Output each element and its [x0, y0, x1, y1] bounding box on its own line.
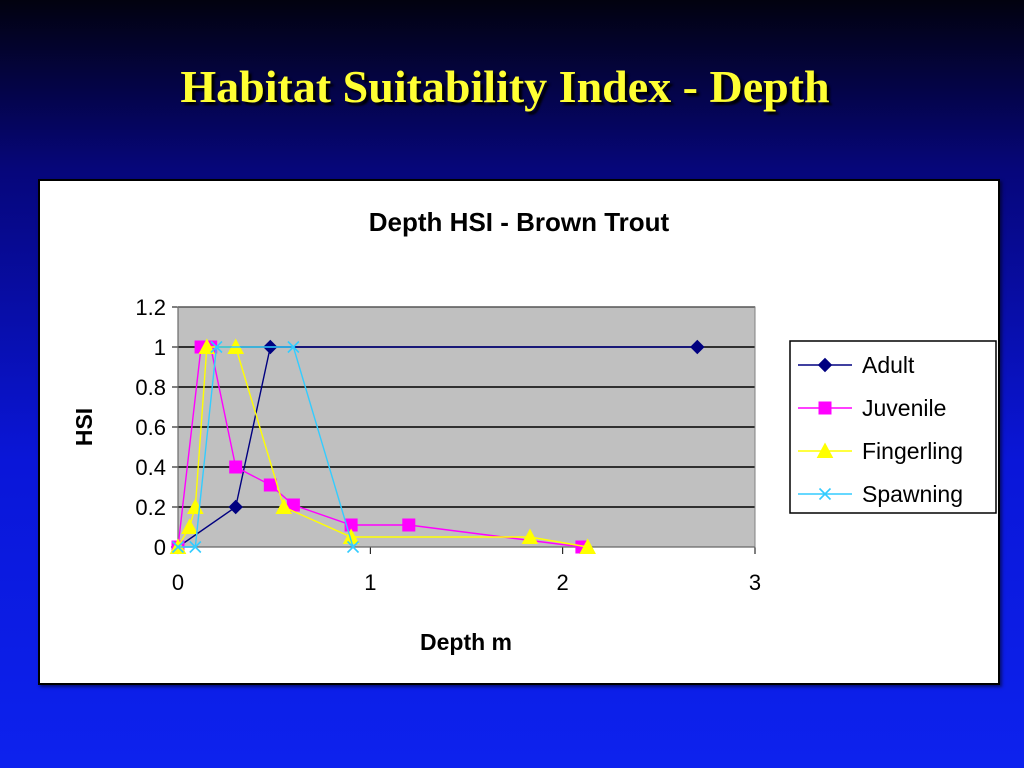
x-tick-label: 2: [557, 570, 569, 595]
x-tick-label: 3: [749, 570, 761, 595]
y-tick-label: 0.4: [135, 455, 166, 480]
data-point-fingerling: [579, 538, 597, 554]
data-point-spawning: [189, 540, 202, 554]
data-point-spawning: [210, 340, 223, 354]
data-point-adult: [690, 339, 705, 355]
y-tick-label: 0.8: [135, 375, 166, 400]
data-point-juvenile: [402, 518, 416, 532]
legend-marker-fingerling: [816, 442, 834, 458]
slide-title: Habitat Suitability Index - Depth: [180, 61, 830, 112]
legend-label-adult: Adult: [862, 352, 915, 378]
legend-label-fingerling: Fingerling: [862, 438, 963, 464]
data-point-fingerling: [181, 518, 198, 534]
data-point-juvenile: [229, 460, 243, 474]
data-point-fingerling: [521, 528, 539, 544]
y-tick-label: 1: [154, 335, 166, 360]
axes: 0 0.2 0.4 0.6 0.8 1 1.2 0 1 2 3: [135, 295, 761, 595]
y-tick-label: 0: [154, 535, 166, 560]
data-point-spawning: [346, 540, 360, 554]
y-tick-label: 0.2: [135, 495, 166, 520]
series-layer: [169, 338, 705, 555]
legend-label-juvenile: Juvenile: [862, 395, 946, 421]
x-tick-label: 0: [172, 570, 184, 595]
chart-frame: Depth HSI - Brown Trout 0 0.2 0.4 0.6 0.8 1 1.…: [38, 179, 1000, 685]
data-point-juvenile: [263, 478, 277, 492]
y-tick-label: 0.6: [135, 415, 166, 440]
hsi-depth-chart: Depth HSI - Brown Trout 0 0.2 0.4 0.6 0.8 1 1.…: [71, 207, 997, 655]
data-point-spawning: [287, 340, 300, 354]
x-axis-label: Depth m: [420, 629, 512, 655]
data-point-fingerling: [275, 498, 293, 514]
series-line-adult: [177, 346, 698, 548]
legend-marker-spawning: [818, 487, 832, 501]
y-axis-label: HSI: [71, 408, 97, 446]
data-point-spawning: [171, 540, 185, 554]
legend: Adult Juvenile Fingerling Spawning: [789, 340, 997, 514]
legend-marker-juvenile: [818, 401, 832, 415]
legend-marker-adult: [817, 357, 833, 373]
chart-title: Depth HSI - Brown Trout: [369, 207, 670, 237]
data-point-adult: [228, 499, 243, 515]
x-tick-label: 1: [364, 570, 376, 595]
data-point-fingerling: [198, 338, 216, 354]
legend-label-spawning: Spawning: [862, 481, 963, 507]
plot-border: [177, 306, 756, 548]
y-tick-label: 1.2: [135, 295, 166, 320]
data-point-fingerling: [342, 528, 360, 544]
